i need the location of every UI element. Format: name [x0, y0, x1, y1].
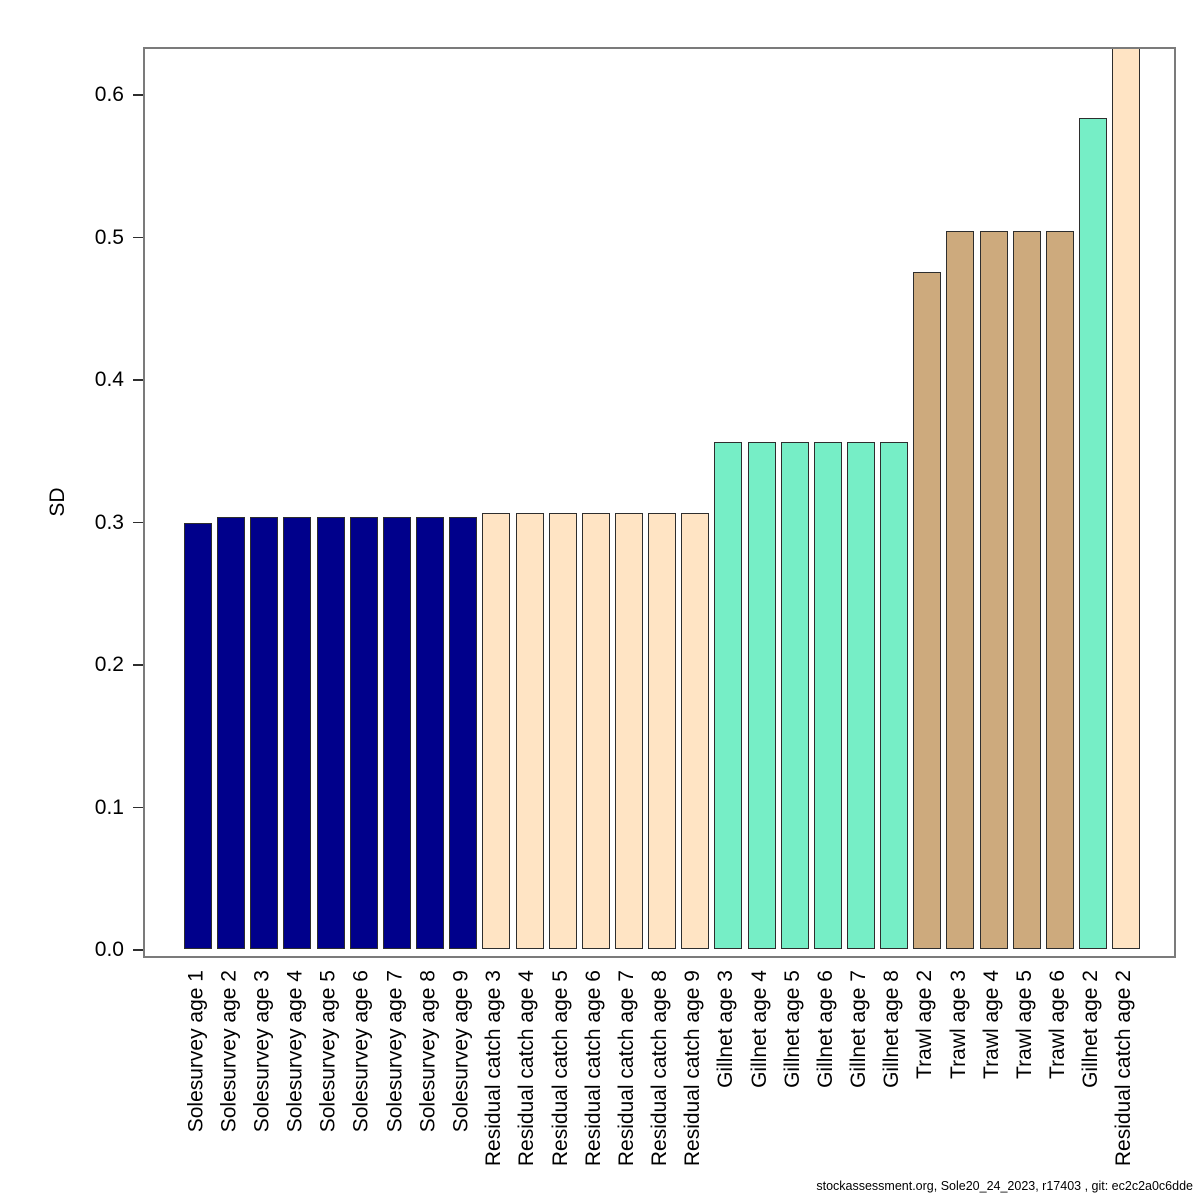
footer-attribution: stockassessment.org, Sole20_24_2023, r17… — [816, 1179, 1193, 1193]
y-tick — [133, 94, 143, 96]
bar-solesurvey-age-5 — [316, 517, 345, 949]
bar-trawl-age-6 — [1045, 230, 1074, 949]
bar-gillnet-age-8 — [880, 441, 909, 949]
bar-solesurvey-age-8 — [416, 517, 445, 949]
bar-gillnet-age-4 — [747, 441, 776, 949]
x-label: Residual catch age 3 — [482, 970, 506, 1167]
bar-residual-catch-age-3 — [482, 512, 511, 949]
x-label: Solesurvey age 3 — [250, 970, 274, 1133]
x-label: Gillnet age 8 — [880, 970, 904, 1088]
x-label: Gillnet age 2 — [1079, 970, 1103, 1088]
y-tick-label: 0.0 — [94, 938, 124, 961]
bar-solesurvey-age-7 — [382, 517, 411, 949]
x-label: Residual catch age 8 — [648, 970, 672, 1167]
y-axis-title: SD — [46, 487, 69, 517]
y-tick-label: 0.6 — [94, 83, 124, 106]
x-label: Solesurvey age 9 — [449, 970, 473, 1133]
bar-trawl-age-4 — [979, 230, 1008, 949]
bar-residual-catch-age-2 — [1112, 49, 1141, 949]
bar-gillnet-age-7 — [847, 441, 875, 949]
bar-solesurvey-age-3 — [250, 517, 279, 949]
bar-solesurvey-age-2 — [217, 517, 246, 949]
plot-area — [143, 47, 1176, 958]
x-label: Solesurvey age 2 — [217, 970, 241, 1133]
bar-solesurvey-age-1 — [184, 522, 212, 949]
x-label: Residual catch age 6 — [581, 970, 605, 1167]
x-label: Residual catch age 9 — [681, 970, 705, 1167]
bar-residual-catch-age-6 — [581, 512, 610, 949]
y-tick — [133, 521, 143, 524]
x-label: Trawl age 2 — [913, 970, 937, 1079]
x-label: Solesurvey age 8 — [416, 970, 440, 1133]
x-label: Residual catch age 5 — [548, 970, 572, 1167]
x-label: Solesurvey age 4 — [283, 970, 307, 1133]
x-label: Residual catch age 7 — [614, 970, 638, 1167]
bar-trawl-age-3 — [946, 230, 975, 949]
y-tick — [133, 236, 143, 239]
bar-solesurvey-age-6 — [349, 517, 378, 949]
bar-gillnet-age-5 — [780, 441, 809, 949]
y-tick-label: 0.5 — [94, 225, 124, 249]
bar-solesurvey-age-9 — [449, 517, 478, 949]
x-label: Trawl age 4 — [979, 970, 1003, 1079]
y-tick-label: 0.3 — [94, 510, 124, 534]
x-label: Gillnet age 7 — [847, 970, 870, 1088]
x-label: Solesurvey age 5 — [316, 970, 340, 1133]
y-tick — [133, 806, 143, 809]
y-tick — [133, 379, 143, 381]
bar-trawl-age-5 — [1012, 230, 1041, 949]
y-tick-label: 0.1 — [94, 795, 124, 819]
y-tick — [133, 949, 143, 951]
y-tick — [133, 664, 143, 666]
bar-residual-catch-age-7 — [614, 512, 643, 949]
bar-residual-catch-age-9 — [681, 512, 710, 949]
x-label: Gillnet age 5 — [780, 970, 804, 1088]
x-label: Residual catch age 2 — [1112, 970, 1136, 1167]
bar-trawl-age-2 — [913, 272, 942, 949]
bar-residual-catch-age-4 — [515, 512, 544, 949]
bar-gillnet-age-3 — [714, 441, 743, 949]
bar-gillnet-age-2 — [1079, 118, 1108, 949]
x-label: Gillnet age 6 — [813, 970, 837, 1088]
x-label: Solesurvey age 6 — [349, 970, 373, 1133]
x-label: Trawl age 6 — [1045, 970, 1069, 1079]
x-label: Gillnet age 3 — [714, 970, 738, 1088]
x-label: Gillnet age 4 — [747, 970, 771, 1088]
y-tick-label: 0.2 — [94, 653, 124, 676]
x-label: Solesurvey age 7 — [382, 970, 406, 1133]
x-label: Residual catch age 4 — [515, 970, 539, 1167]
x-label: Solesurvey age 1 — [184, 970, 207, 1133]
bar-residual-catch-age-8 — [648, 512, 677, 949]
bar-gillnet-age-6 — [813, 441, 842, 949]
x-label: Trawl age 5 — [1012, 970, 1036, 1079]
bar-residual-catch-age-5 — [548, 512, 577, 949]
y-tick-label: 0.4 — [94, 368, 124, 391]
x-label: Trawl age 3 — [946, 970, 970, 1079]
bar-solesurvey-age-4 — [283, 517, 312, 949]
